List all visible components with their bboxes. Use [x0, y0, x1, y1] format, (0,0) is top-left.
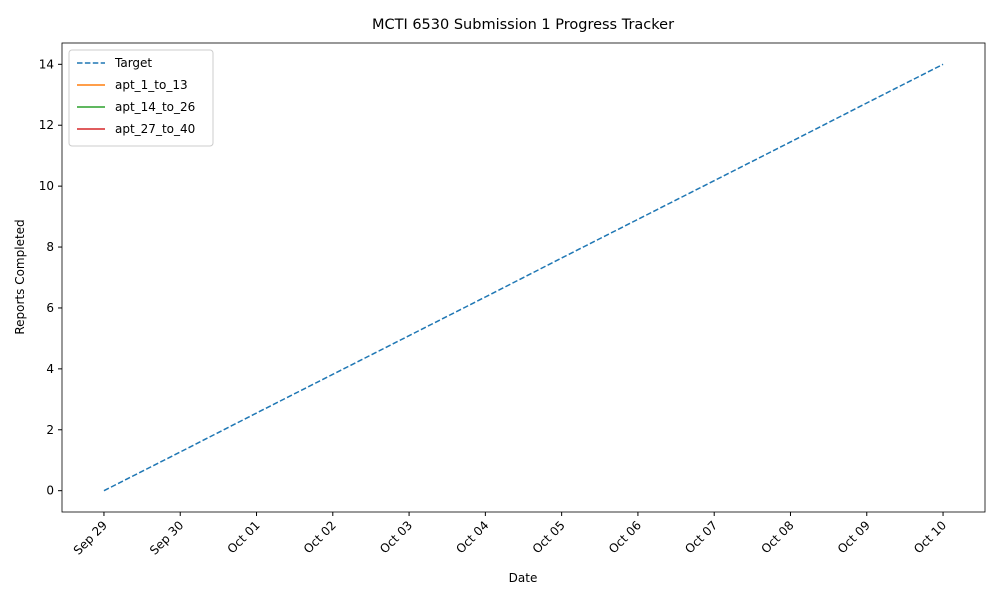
y-tick-label: 0 — [46, 484, 54, 498]
y-tick-label: 8 — [46, 240, 54, 254]
chart-title: MCTI 6530 Submission 1 Progress Tracker — [372, 17, 674, 33]
legend-box — [68, 49, 214, 147]
y-tick-label: 4 — [46, 362, 54, 376]
y-tick-label: 2 — [46, 423, 54, 437]
x-axis-label: Date — [509, 571, 538, 585]
legend-label: Target — [114, 56, 152, 70]
legend-label: apt_14_to_26 — [115, 100, 195, 114]
plot-frame — [61, 42, 986, 513]
legend-label: apt_27_to_40 — [115, 122, 195, 136]
y-tick-label: 14 — [39, 57, 54, 71]
y-tick-label: 6 — [46, 301, 54, 315]
legend-label: apt_1_to_13 — [115, 78, 188, 92]
y-tick-label: 10 — [39, 179, 54, 193]
y-tick-label: 12 — [39, 118, 54, 132]
y-axis-label: Reports Completed — [13, 219, 27, 334]
series-line — [103, 63, 944, 492]
